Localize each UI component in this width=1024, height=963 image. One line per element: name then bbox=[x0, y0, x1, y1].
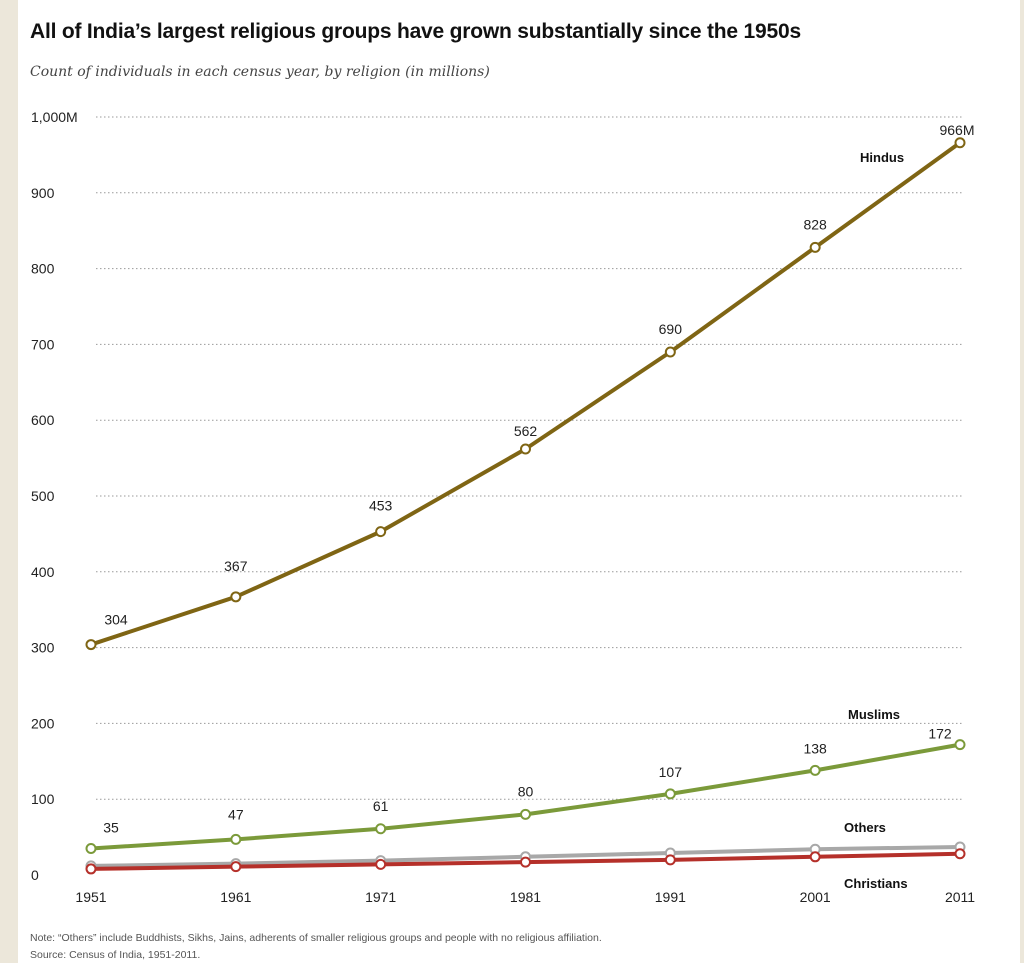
data-point-christians bbox=[664, 854, 676, 866]
chart-subtitle: Count of individuals in each census year… bbox=[30, 64, 490, 80]
data-point-hindus bbox=[954, 137, 966, 149]
x-tick-label: 2011 bbox=[945, 889, 975, 905]
data-label-hindus: 367 bbox=[224, 558, 248, 574]
data-point-muslims bbox=[520, 808, 531, 820]
data-label-hindus: 828 bbox=[803, 216, 827, 232]
data-label-muslims: 61 bbox=[373, 798, 389, 814]
x-tick-label: 1991 bbox=[655, 889, 686, 905]
data-label-hindus: 690 bbox=[659, 321, 683, 337]
y-tick-label: 400 bbox=[31, 564, 55, 580]
data-point-hindus bbox=[85, 639, 97, 651]
data-label-muslims: 35 bbox=[103, 819, 119, 835]
chart-card: All of India’s largest religious groups … bbox=[18, 0, 1020, 963]
series-label-christians: Christians bbox=[844, 876, 908, 891]
data-point-muslims bbox=[85, 842, 97, 854]
series-line-hindus bbox=[90, 141, 962, 647]
data-point-muslims bbox=[809, 764, 821, 776]
data-label-muslims: 172 bbox=[928, 726, 952, 742]
data-point-hindus bbox=[520, 443, 531, 455]
data-point-hindus bbox=[230, 591, 242, 603]
y-tick-label: 900 bbox=[31, 185, 55, 201]
data-point-muslims bbox=[375, 823, 387, 835]
data-point-christians bbox=[520, 856, 531, 868]
line-chart: 0 100 200 300 400 500 600 700 800 900 1,000M 1951 19… bbox=[31, 109, 975, 905]
chart-source: Source: Census of India, 1951-2011. bbox=[30, 949, 201, 961]
data-point-hindus bbox=[375, 526, 387, 538]
chart-note: Note: “Others” include Buddhists, Sikhs,… bbox=[30, 932, 602, 944]
y-tick-label: 700 bbox=[31, 336, 55, 352]
data-point-muslims bbox=[230, 833, 242, 845]
series-label-others: Others bbox=[844, 820, 886, 835]
series-label-hindus: Hindus bbox=[860, 150, 904, 165]
y-tick-label: 1,000M bbox=[31, 109, 78, 125]
y-tick-label: 200 bbox=[31, 715, 55, 731]
data-point-christians bbox=[85, 863, 97, 875]
y-tick-label: 500 bbox=[31, 488, 55, 504]
data-label-muslims: 138 bbox=[803, 740, 827, 756]
data-point-muslims bbox=[664, 788, 676, 800]
data-point-christians bbox=[809, 851, 821, 863]
series-label-muslims: Muslims bbox=[848, 707, 900, 722]
data-point-hindus bbox=[809, 241, 821, 253]
data-label-muslims: 107 bbox=[659, 764, 683, 780]
data-point-christians bbox=[230, 861, 242, 873]
data-label-hindus: 453 bbox=[369, 498, 393, 514]
data-point-christians bbox=[375, 858, 387, 870]
chart-title: All of India’s largest religious groups … bbox=[30, 20, 801, 43]
x-tick-label: 1961 bbox=[220, 889, 251, 905]
x-tick-label: 1951 bbox=[75, 889, 106, 905]
x-tick-label: 1971 bbox=[365, 889, 396, 905]
x-tick-label: 2001 bbox=[800, 889, 831, 905]
x-tick-label: 1981 bbox=[510, 889, 541, 905]
data-label-muslims: 80 bbox=[518, 783, 534, 799]
y-tick-label: 100 bbox=[31, 791, 55, 807]
data-label-muslims: 47 bbox=[228, 806, 244, 822]
data-label-hindus: 304 bbox=[104, 612, 128, 628]
data-point-hindus bbox=[664, 346, 676, 358]
data-label-hindus: 966M bbox=[939, 122, 974, 138]
y-tick-label: 600 bbox=[31, 412, 55, 428]
data-point-christians bbox=[954, 848, 966, 860]
y-tick-label: 0 bbox=[31, 867, 39, 883]
y-tick-label: 800 bbox=[31, 261, 55, 277]
y-tick-label: 300 bbox=[31, 640, 55, 656]
data-label-hindus: 562 bbox=[514, 423, 538, 439]
data-point-muslims bbox=[954, 739, 966, 751]
